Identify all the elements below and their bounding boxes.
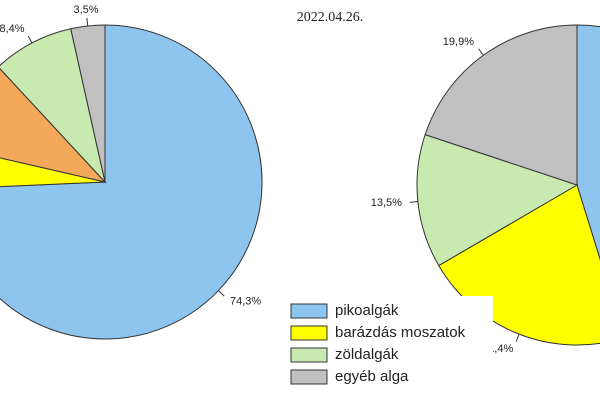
legend-swatch	[290, 303, 328, 319]
pie-slice	[0, 24, 263, 340]
pie-slice	[416, 133, 579, 267]
legend-label: pikoalgák	[335, 302, 399, 319]
pie-slice	[576, 24, 600, 261]
value-label: 13,5%	[371, 197, 402, 209]
legend-label: barázdás moszatok	[335, 324, 466, 341]
legend-label: egyéb alga	[335, 368, 409, 385]
date: 2022.04.26.	[297, 10, 364, 25]
value-label: 8,4%	[0, 23, 25, 35]
value-label: 74,3%	[230, 296, 261, 308]
pie-slice	[70, 24, 106, 183]
pie-slice	[424, 24, 578, 186]
leader-line	[478, 48, 484, 56]
leader-line	[86, 17, 89, 27]
leader-line	[409, 201, 418, 203]
value-label: 19,9%	[443, 36, 474, 48]
leader-line	[218, 290, 225, 297]
pie-slice	[0, 157, 106, 188]
legend-swatch	[290, 369, 328, 385]
legend-label: zöldalgák	[335, 346, 399, 363]
value-label: 3,5%	[73, 4, 98, 16]
leader-line	[27, 35, 33, 44]
legend-swatch	[290, 347, 328, 363]
legend-swatch	[290, 325, 328, 341]
leader-line	[515, 333, 520, 342]
